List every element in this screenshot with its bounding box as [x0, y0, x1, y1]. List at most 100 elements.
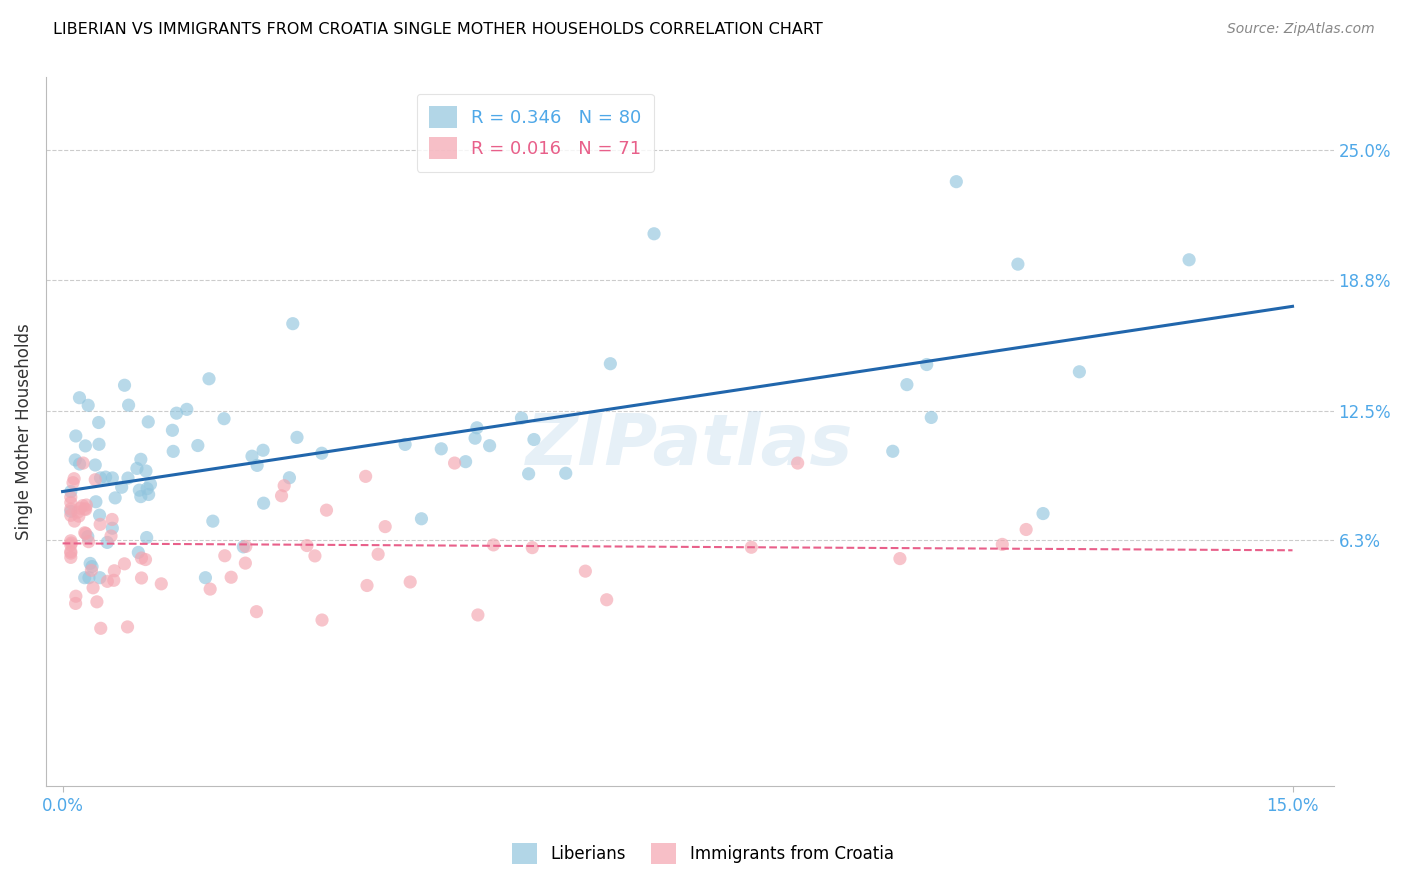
Point	[467, 607, 489, 622]
Point	[86, 595, 108, 609]
Point	[66, 505, 89, 519]
Point	[991, 537, 1014, 551]
Point	[1007, 257, 1029, 271]
Point	[101, 521, 124, 535]
Point	[127, 545, 149, 559]
Point	[1069, 365, 1091, 379]
Point	[73, 501, 96, 516]
Point	[62, 475, 84, 490]
Point	[87, 416, 110, 430]
Point	[59, 490, 82, 504]
Point	[245, 605, 267, 619]
Y-axis label: Single Mother Households: Single Mother Households	[15, 324, 32, 541]
Point	[510, 411, 533, 425]
Point	[304, 549, 326, 563]
Point	[235, 540, 257, 554]
Point	[69, 457, 91, 471]
Point	[87, 437, 110, 451]
Point	[75, 526, 97, 541]
Point	[1178, 252, 1201, 267]
Point	[89, 571, 111, 585]
Point	[103, 564, 125, 578]
Point	[285, 430, 308, 444]
Point	[84, 458, 107, 472]
Point	[65, 596, 87, 610]
Point	[187, 438, 209, 452]
Point	[411, 512, 433, 526]
Point	[136, 482, 159, 496]
Text: ZIPatlas: ZIPatlas	[526, 411, 853, 481]
Point	[394, 437, 416, 451]
Point	[59, 495, 82, 509]
Point	[129, 490, 152, 504]
Point	[72, 499, 94, 513]
Point	[554, 467, 576, 481]
Point	[523, 433, 546, 447]
Point	[69, 391, 91, 405]
Point	[96, 535, 118, 549]
Point	[273, 479, 295, 493]
Point	[240, 449, 263, 463]
Point	[896, 377, 918, 392]
Point	[100, 529, 122, 543]
Point	[232, 540, 254, 554]
Point	[77, 571, 100, 585]
Point	[354, 469, 377, 483]
Point	[454, 455, 477, 469]
Point	[574, 564, 596, 578]
Point	[356, 578, 378, 592]
Point	[194, 571, 217, 585]
Point	[59, 502, 82, 516]
Point	[252, 496, 274, 510]
Point	[315, 503, 337, 517]
Point	[104, 491, 127, 505]
Point	[150, 577, 173, 591]
Point	[89, 471, 111, 485]
Point	[128, 483, 150, 497]
Point	[915, 358, 938, 372]
Point	[101, 512, 124, 526]
Point	[77, 534, 100, 549]
Point	[517, 467, 540, 481]
Point	[75, 439, 97, 453]
Point	[740, 541, 762, 555]
Point	[59, 538, 82, 552]
Point	[80, 563, 103, 577]
Point	[125, 461, 148, 475]
Point	[111, 480, 134, 494]
Point	[60, 536, 83, 550]
Point	[117, 398, 139, 412]
Point	[59, 544, 82, 558]
Point	[465, 421, 488, 435]
Point	[84, 495, 107, 509]
Point	[482, 538, 505, 552]
Point	[430, 442, 453, 456]
Point	[295, 539, 318, 553]
Point	[101, 471, 124, 485]
Point	[131, 551, 153, 566]
Text: Source: ZipAtlas.com: Source: ZipAtlas.com	[1227, 22, 1375, 37]
Point	[79, 557, 101, 571]
Point	[77, 398, 100, 412]
Point	[136, 415, 159, 429]
Point	[82, 581, 104, 595]
Legend: R = 0.346   N = 80, R = 0.016   N = 71: R = 0.346 N = 80, R = 0.016 N = 71	[416, 94, 654, 172]
Point	[69, 501, 91, 516]
Point	[252, 443, 274, 458]
Point	[59, 550, 82, 565]
Point	[1032, 507, 1054, 521]
Point	[72, 456, 94, 470]
Point	[76, 530, 98, 544]
Point	[65, 589, 87, 603]
Point	[278, 471, 301, 485]
Point	[212, 411, 235, 425]
Point	[198, 582, 221, 596]
Point	[176, 402, 198, 417]
Point	[73, 525, 96, 540]
Point	[114, 557, 136, 571]
Point	[219, 570, 242, 584]
Point	[138, 487, 160, 501]
Point	[73, 571, 96, 585]
Point	[131, 571, 153, 585]
Point	[246, 458, 269, 473]
